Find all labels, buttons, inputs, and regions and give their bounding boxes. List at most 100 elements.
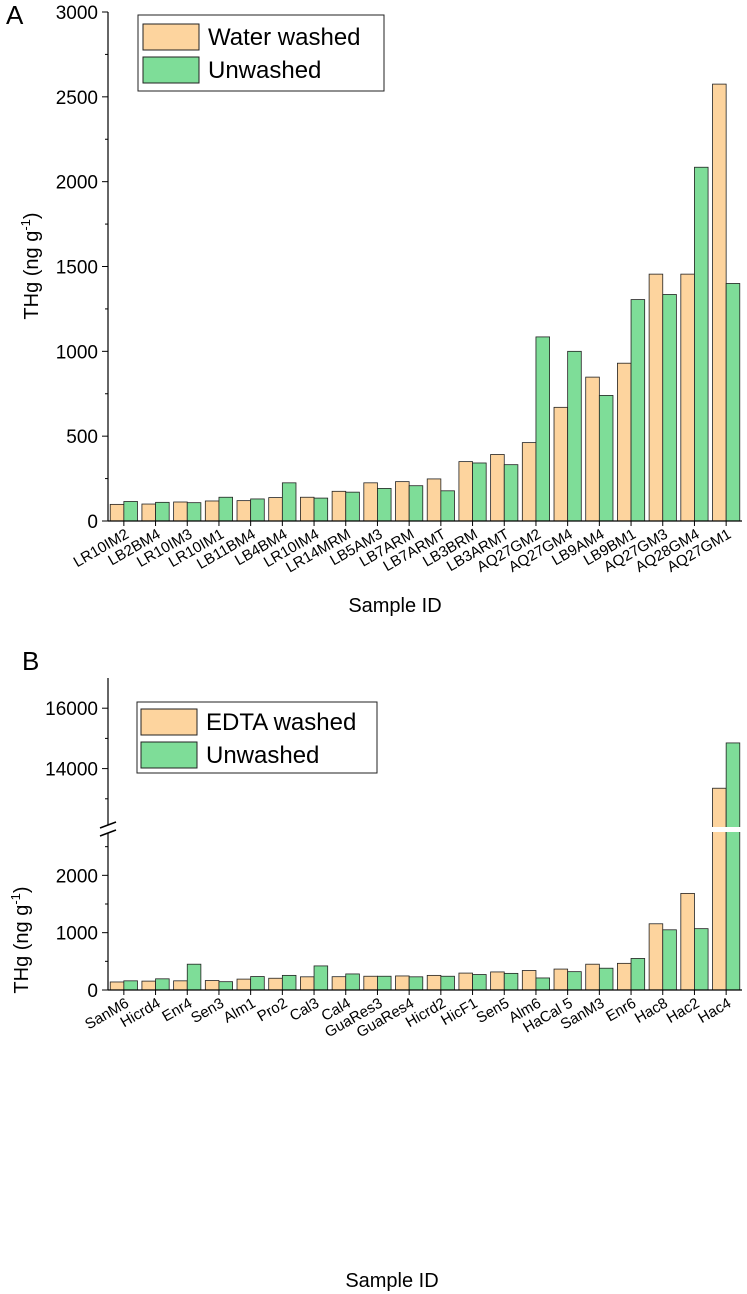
panel-a-bars [109, 83, 741, 522]
panel-b-ylabel: THg (ng g-1) [8, 886, 33, 993]
ytick-a-label: 0 [87, 512, 98, 533]
bar-a-washed-LB9AM4 [585, 376, 600, 522]
bar-b-unwashed-Alm6 [535, 977, 550, 991]
panel-b-bars [109, 742, 743, 991]
xtick-b-label: Hac4 [695, 995, 734, 1027]
xtick-b-label: Enr4 [159, 995, 195, 1026]
bar-a-unwashed-LB11BM4 [250, 498, 265, 522]
bar-a-unwashed-LR10IM1 [218, 496, 233, 522]
bar-a-washed-AQ27GM3 [648, 273, 664, 522]
bar-b-washed-HaCal 5 [553, 968, 569, 991]
bar-a-unwashed-LR10IM2 [123, 501, 138, 522]
bar-b-unwashed-Sen3 [218, 981, 233, 991]
xtick-b-label: Pro2 [254, 995, 290, 1026]
legend-b-unwashed-label: Unwashed [206, 742, 319, 769]
bar-a-unwashed-LR10IM4 [313, 497, 329, 522]
bar-b-washed-Sen3 [204, 980, 220, 991]
bar-b-unwashed-Hicrd2 [440, 975, 455, 991]
bar-a-washed-AQ28GM4 [680, 273, 695, 522]
panel-a-xlabel: Sample ID [348, 595, 441, 617]
bar-a-unwashed-LB9AM4 [598, 395, 614, 522]
ytick-a-label: 1000 [56, 342, 98, 363]
bar-b-washed-HicF1 [458, 972, 473, 991]
bar-b-washed-GuaRes3 [363, 975, 378, 991]
bar-b-washed-Pro2 [268, 977, 283, 991]
bar-a-washed-LB7ARM [395, 481, 410, 522]
bar-a-unwashed-AQ27GM3 [662, 294, 677, 522]
ytick-b-lower-label: 2000 [56, 866, 98, 887]
bar-b-unwashed-GuaRes3 [377, 975, 392, 991]
bar-a-unwashed-LB7ARM [408, 485, 424, 522]
bar-a-washed-AQ27GM1 [712, 83, 727, 522]
bar-b-washed-SanM6 [109, 981, 125, 991]
panel-a-ylabel: THg (ng g-1) [18, 212, 43, 319]
ytick-a-label: 500 [66, 427, 98, 448]
bar-a-washed-LR14MRM [331, 490, 347, 522]
bar-b-unwashed-Cal4 [345, 973, 360, 991]
bar-a-unwashed-LB9BM1 [630, 299, 646, 522]
bar-b-washed-Hac8 [648, 923, 664, 991]
legend-b-unwashed-swatch [140, 741, 198, 769]
legend-a-unwashed-swatch [142, 56, 200, 84]
panel-b-label: B [22, 646, 39, 676]
ytick-a-label: 1500 [56, 258, 98, 279]
bar-b-washed-Cal4 [331, 976, 347, 991]
bar-a-unwashed-AQ27GM4 [567, 350, 582, 522]
bar-a-washed-LB3ARMT [490, 454, 505, 522]
bar-a-washed-AQ27GM2 [521, 442, 537, 522]
bar-a-washed-LR10IM1 [204, 500, 220, 522]
ytick-a-label: 2000 [56, 173, 98, 194]
legend-a-unwashed-label: Unwashed [208, 57, 321, 84]
bar-a-washed-LB2BM4 [141, 503, 156, 522]
legend-a-washed-label: Water washed [208, 24, 361, 51]
ytick-a-label: 2500 [56, 88, 98, 109]
bar-b-unwashed-Alm1 [250, 976, 265, 991]
bar-a-unwashed-LB5AM3 [377, 488, 392, 522]
bar-b-unwashed-HicF1 [472, 974, 487, 991]
bar-b-unwashed-Hac8 [662, 929, 677, 991]
bar-a-washed-LB11BM4 [236, 500, 252, 522]
bar-a-washed-LB4BM4 [268, 497, 283, 522]
bar-b-washed-Hac4 [712, 787, 727, 991]
bar-b-washed-Alm6 [521, 970, 537, 991]
panel-b-legend: EDTA washed Unwashed [136, 701, 378, 774]
bar-a-unwashed-LB7ARMT [440, 490, 455, 522]
bar-a-unwashed-AQ27GM1 [725, 283, 741, 522]
bar-a-unwashed-LB3BRM [472, 462, 487, 522]
xtick-b-label: Cal3 [287, 995, 322, 1025]
xtick-b-label: Alm1 [221, 995, 259, 1027]
bar-a-unwashed-AQ28GM4 [694, 166, 709, 522]
bar-a-washed-LR10IM3 [173, 501, 188, 522]
bar-b-washed-GuaRes4 [395, 975, 410, 991]
ytick-b-lower-label: 0 [87, 981, 98, 1002]
ytick-b-upper-label: 14000 [45, 760, 98, 781]
bar-b-washed-Hac2 [680, 892, 695, 991]
bar-b-unwashed-SanM6 [123, 980, 138, 991]
xtick-b-label: Enr6 [603, 995, 639, 1026]
ytick-b-upper-label: 16000 [45, 699, 98, 720]
bar-b-unwashed-Enr4 [186, 963, 202, 991]
panel-a-legend: Water washed Unwashed [137, 14, 385, 92]
bar-a-washed-LR10IM4 [300, 496, 315, 522]
panel-a-label: A [6, 0, 24, 30]
bar-a-unwashed-LB2BM4 [155, 501, 170, 522]
bar-b-washed-Sen5 [490, 971, 505, 991]
bar-a-unwashed-LB4BM4 [281, 482, 297, 522]
bar-b-unwashed-Hac2 [694, 928, 709, 991]
bar-a-unwashed-LR14MRM [345, 491, 360, 522]
bar-b-unwashed-Pro2 [281, 974, 297, 991]
bar-b-unwashed-HaCal 5 [567, 971, 582, 991]
bar-b-unwashed-Hac4 [725, 742, 741, 991]
bar-a-washed-LB5AM3 [363, 482, 378, 522]
bar-b-unwashed-Sen5 [503, 972, 519, 991]
legend-b-washed-swatch [140, 708, 198, 736]
bar-b-washed-SanM3 [585, 963, 600, 991]
bar-b-washed-Hicrd4 [141, 980, 156, 991]
ytick-a-label: 3000 [56, 3, 98, 24]
bar-b-washed-Enr6 [617, 962, 632, 991]
bar-b-washed-Enr4 [173, 980, 188, 991]
panel-b-xlabel: Sample ID [345, 1270, 438, 1292]
bar-b-washed-Hicrd2 [426, 974, 442, 991]
bar-b-unwashed-SanM3 [598, 967, 614, 991]
